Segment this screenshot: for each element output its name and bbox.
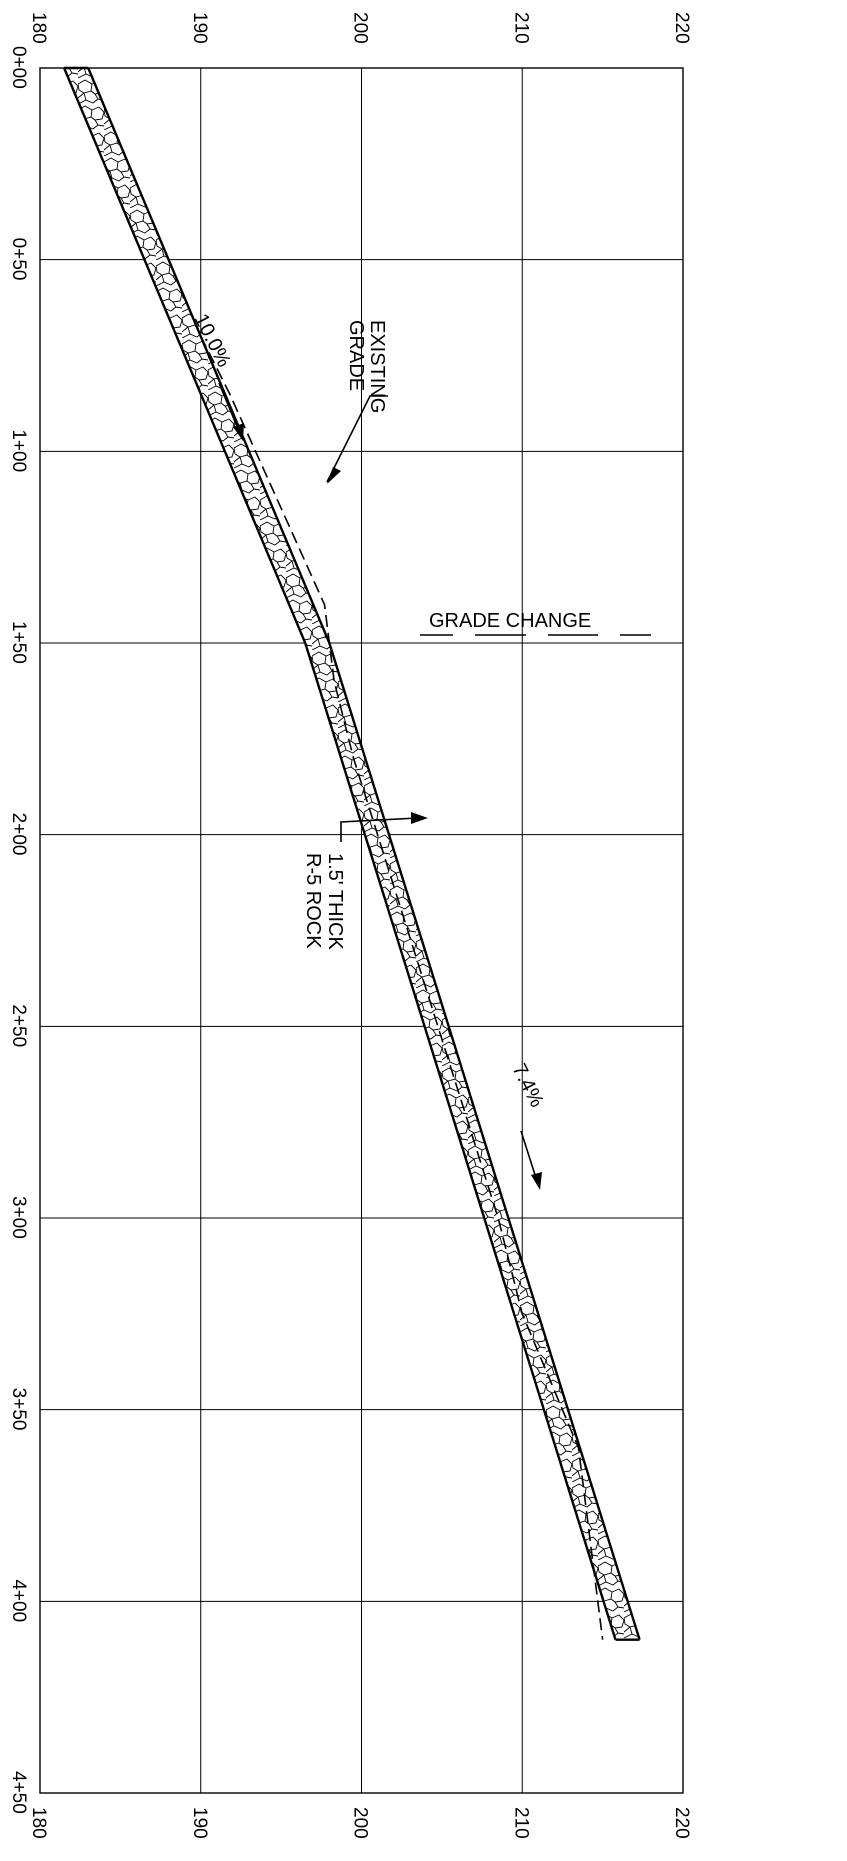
- station-tick-label: 2+00: [8, 813, 29, 856]
- slope-upper-arrow-shaft: [218, 382, 239, 430]
- slope-lower-arrow-shaft: [520, 1130, 537, 1179]
- elevation-tick-label-top: 220: [671, 12, 692, 44]
- grade-change-label: GRADE CHANGE: [429, 610, 591, 632]
- station-tick-label: 1+50: [8, 621, 29, 664]
- elevation-tick-label-top: 180: [28, 12, 49, 44]
- rock-layer: [64, 68, 640, 1640]
- elevation-tick-label-top: 210: [510, 12, 531, 44]
- existing-grade-line: [200, 335, 604, 1640]
- station-tick-label: 3+50: [8, 1388, 29, 1431]
- slope-lower-arrowhead: [531, 1172, 542, 1190]
- grade-lines: [63, 66, 641, 1641]
- existing-grade-arrowhead: [327, 467, 341, 484]
- existing-grade-label-line1: EXISTING: [366, 320, 388, 413]
- existing-grade-callout: EXISTING GRADE: [326, 320, 388, 484]
- station-tick-label: 0+00: [8, 46, 29, 89]
- elevation-tick-label-bottom: 220: [671, 1807, 692, 1839]
- station-tick-label: 1+00: [8, 429, 29, 472]
- rock-callout: 1.5' THICK R-5 ROCK: [302, 812, 428, 950]
- station-tick-label: 4+00: [8, 1579, 29, 1622]
- rock-label-line1: 1.5' THICK: [324, 853, 346, 950]
- slope-upper-arrowhead: [233, 423, 244, 441]
- rock-leader: [340, 817, 418, 842]
- rock-arrowhead: [411, 812, 428, 824]
- existing-grade-label-line2: GRADE: [345, 320, 367, 391]
- axis-tick-labels: 180 180 190 190 200 200 210 210 220 220 0+00 0+50 1+…: [8, 12, 692, 1839]
- rock-band-fill: [64, 68, 640, 1640]
- station-tick-label: 3+00: [8, 1196, 29, 1239]
- station-tick-label: 0+50: [8, 238, 29, 281]
- elevation-tick-label-bottom: 190: [189, 1807, 210, 1839]
- elevation-tick-label-bottom: 180: [28, 1807, 49, 1839]
- grid: [39, 67, 684, 1794]
- grade-change-note: GRADE CHANGE: [420, 610, 651, 636]
- elevation-tick-label-bottom: 200: [350, 1807, 371, 1839]
- proposed-grade-line: [63, 67, 617, 1641]
- elevation-tick-label-top: 200: [350, 12, 371, 44]
- station-tick-label: 2+50: [8, 1004, 29, 1047]
- elevation-tick-label-bottom: 210: [510, 1807, 531, 1839]
- station-tick-label: 4+50: [8, 1771, 29, 1814]
- rock-label-line2: R-5 ROCK: [302, 853, 324, 949]
- existing-grade-leader: [326, 395, 388, 483]
- elevation-tick-label-top: 190: [189, 12, 210, 44]
